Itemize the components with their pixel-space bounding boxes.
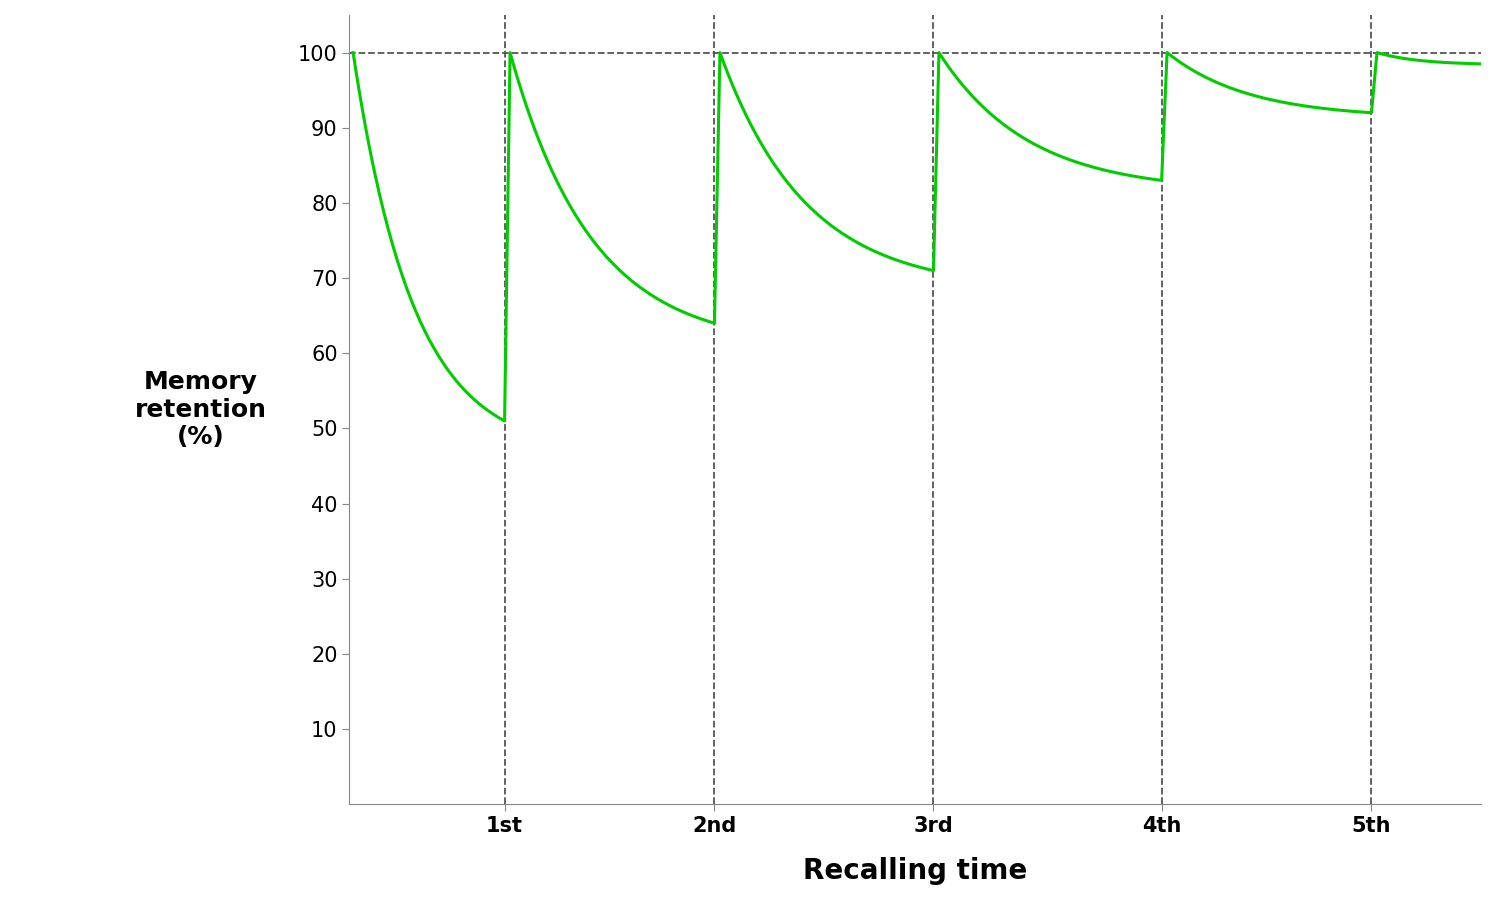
X-axis label: Recalling time: Recalling time [803,857,1028,885]
Y-axis label: Memory
retention
(%): Memory retention (%) [135,370,266,449]
